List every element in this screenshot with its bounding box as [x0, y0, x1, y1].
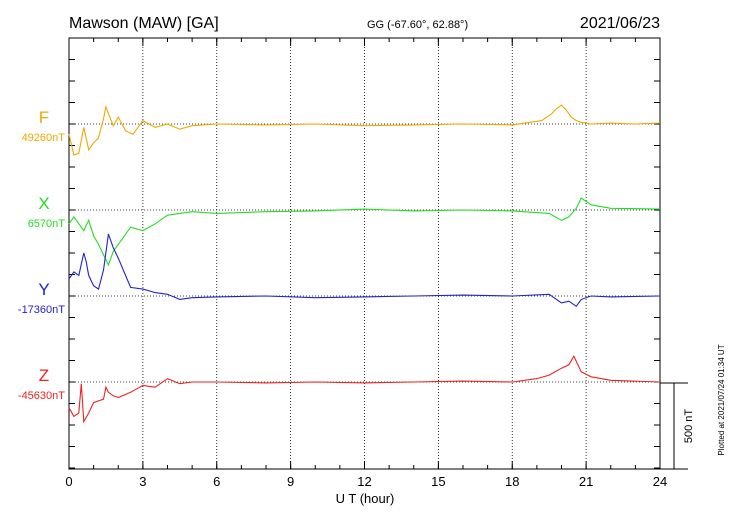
baseline-gridlines [69, 123, 660, 383]
series-line-y [68, 233, 661, 308]
series-line-f [68, 104, 661, 156]
scale-bar: 500 nT [660, 382, 695, 470]
x-tick-label-3: 3 [139, 474, 146, 489]
plot-frame [68, 37, 661, 470]
x-tick-label-0: 0 [65, 474, 72, 489]
x-tick-label-18: 18 [505, 474, 519, 489]
x-tick-label-15: 15 [431, 474, 445, 489]
x-tick-label-21: 21 [579, 474, 593, 489]
plotted-timestamp: Plotted at 2021/07/24 01:34 UT [717, 344, 726, 455]
series-baseline-x: 6570nT [28, 218, 66, 230]
series-layer: F 49260nT X 6570nT Y -17360nT Z -45630nT [18, 104, 661, 424]
series-line-z [68, 355, 661, 424]
series-line-x [68, 197, 661, 267]
x-axis-label: U T (hour) [336, 491, 395, 506]
x-tick-label-24: 24 [653, 474, 667, 489]
vertical-gridlines [142, 38, 587, 469]
series-name-x: X [38, 194, 49, 213]
series-baseline-z: -45630nT [18, 390, 65, 402]
station-title: Mawson (MAW) [GA] [69, 15, 219, 32]
series-name-f: F [39, 108, 49, 127]
x-tick-label-6: 6 [213, 474, 220, 489]
x-tick-label-12: 12 [357, 474, 371, 489]
series-name-z: Z [39, 366, 49, 385]
series-baseline-f: 49260nT [22, 132, 66, 144]
x-tick-label-9: 9 [287, 474, 294, 489]
chart-date: 2021/06/23 [580, 15, 660, 32]
station-coordinates: GG (-67.60°, 62.88°) [367, 19, 468, 31]
series-name-y: Y [38, 280, 49, 299]
series-baseline-y: -17360nT [18, 304, 65, 316]
x-tick-labels: 0 3 6 9 12 15 18 21 24 [65, 474, 667, 489]
scale-bar-label: 500 nT [683, 409, 695, 444]
